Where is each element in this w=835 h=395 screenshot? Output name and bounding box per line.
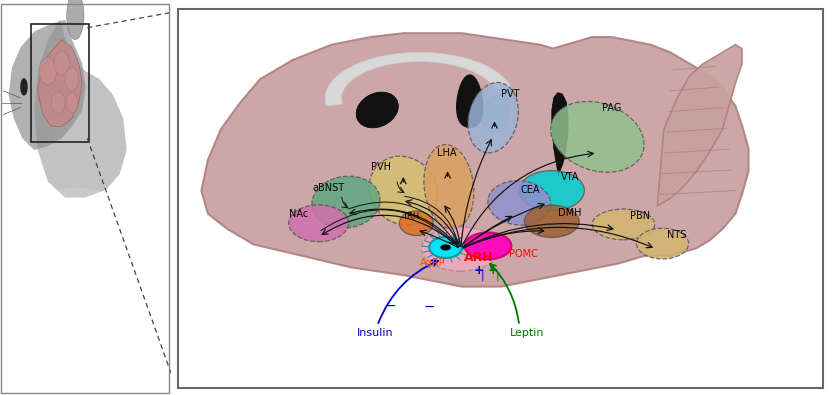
Text: −: −	[384, 299, 396, 313]
Ellipse shape	[468, 83, 519, 153]
Circle shape	[440, 245, 451, 250]
Ellipse shape	[524, 205, 579, 237]
Text: NAc: NAc	[290, 209, 309, 219]
Ellipse shape	[636, 228, 689, 259]
Text: aBNST: aBNST	[312, 182, 345, 192]
Text: +: +	[473, 264, 484, 277]
Ellipse shape	[0, 188, 154, 326]
Text: −: −	[423, 300, 435, 314]
Text: Leptin: Leptin	[510, 328, 544, 339]
Text: PVT: PVT	[501, 89, 519, 99]
Ellipse shape	[52, 92, 65, 114]
Polygon shape	[657, 45, 742, 206]
Ellipse shape	[519, 171, 584, 211]
Text: CEA: CEA	[520, 185, 540, 195]
Ellipse shape	[67, 0, 84, 40]
Ellipse shape	[0, 251, 154, 389]
Text: VTA: VTA	[561, 172, 579, 182]
Text: Insulin: Insulin	[357, 328, 393, 339]
Text: PVH: PVH	[371, 162, 391, 172]
Ellipse shape	[0, 298, 154, 395]
Ellipse shape	[0, 235, 154, 373]
Text: TRH: TRH	[402, 212, 420, 221]
Ellipse shape	[429, 237, 462, 258]
Text: DMH: DMH	[559, 208, 582, 218]
Ellipse shape	[357, 92, 398, 128]
Ellipse shape	[312, 176, 380, 228]
Ellipse shape	[39, 57, 57, 85]
Ellipse shape	[488, 181, 550, 225]
Ellipse shape	[65, 67, 78, 91]
Ellipse shape	[422, 227, 499, 271]
Ellipse shape	[66, 93, 78, 113]
Ellipse shape	[464, 233, 511, 260]
Ellipse shape	[0, 282, 154, 395]
Ellipse shape	[289, 205, 348, 242]
Circle shape	[20, 78, 28, 96]
Ellipse shape	[54, 51, 69, 75]
Ellipse shape	[369, 156, 438, 225]
Polygon shape	[8, 20, 85, 150]
Ellipse shape	[0, 219, 154, 357]
Text: +: +	[488, 264, 498, 277]
Ellipse shape	[483, 96, 509, 132]
Ellipse shape	[399, 211, 433, 235]
Ellipse shape	[424, 145, 474, 229]
Text: AgRP: AgRP	[420, 258, 445, 268]
Ellipse shape	[551, 102, 644, 172]
Text: POMC: POMC	[509, 248, 539, 259]
Text: PAG: PAG	[602, 103, 621, 113]
Polygon shape	[325, 53, 511, 106]
Polygon shape	[457, 75, 483, 127]
Text: PBN: PBN	[630, 211, 650, 220]
Polygon shape	[552, 93, 568, 175]
Ellipse shape	[0, 267, 154, 395]
Ellipse shape	[0, 203, 154, 342]
Text: ARH: ARH	[464, 251, 493, 264]
Polygon shape	[201, 33, 748, 287]
Polygon shape	[34, 20, 127, 198]
Text: LHA: LHA	[437, 148, 456, 158]
Ellipse shape	[592, 209, 655, 240]
Text: |: |	[481, 271, 484, 281]
Text: |: |	[495, 271, 498, 281]
Text: NTS: NTS	[667, 230, 686, 240]
Polygon shape	[38, 40, 82, 126]
